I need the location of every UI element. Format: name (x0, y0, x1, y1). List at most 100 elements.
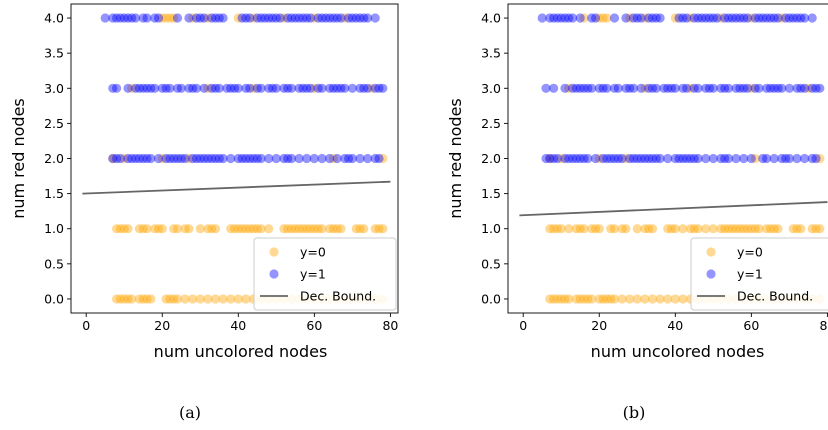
data-point (115, 13, 125, 23)
data-point (332, 224, 342, 234)
data-point (363, 153, 373, 164)
data-point (336, 224, 346, 234)
data-point (712, 13, 722, 23)
data-point (134, 224, 144, 234)
data-point (625, 153, 635, 164)
data-point (750, 224, 760, 234)
data-point (800, 83, 810, 93)
data-point (701, 153, 711, 164)
data-point (241, 153, 251, 164)
data-point (575, 294, 585, 304)
data-point (758, 153, 768, 164)
data-point (294, 13, 304, 23)
panel-b: 0 20 40 60 80 0.0 0.5 1.0 1.5 2.0 2.5 3.0 3.5 4.0 num … (446, 3, 828, 361)
data-point (716, 13, 726, 23)
data-point (180, 224, 190, 234)
data-point (575, 224, 585, 234)
data-point (283, 83, 293, 93)
data-point (210, 83, 221, 93)
data-point (241, 224, 251, 234)
data-point (309, 153, 319, 164)
data-point (359, 224, 369, 234)
data-point (621, 153, 631, 164)
data-point (226, 294, 236, 304)
data-point (568, 153, 578, 164)
data-point (233, 83, 243, 93)
y-tick-label: 3.0 (481, 81, 501, 96)
data-point (788, 224, 798, 234)
data-point (317, 13, 327, 23)
data-point (621, 83, 631, 93)
data-point (613, 83, 623, 93)
data-point (587, 224, 597, 234)
data-point (195, 224, 205, 234)
data-point (332, 13, 342, 23)
data-point (203, 153, 213, 164)
data-point (123, 153, 133, 164)
data-point (708, 83, 718, 93)
panel-a: 0 20 40 60 80 0.0 0.5 1.0 1.5 2.0 2.5 3.0 3.5 4.0 num … (9, 3, 399, 361)
data-point (176, 83, 186, 93)
x-tick-label: 80 (382, 318, 398, 333)
data-point (731, 83, 741, 93)
data-point (347, 153, 357, 164)
data-point (632, 13, 642, 23)
data-point (701, 13, 711, 23)
data-point (796, 13, 806, 23)
data-point (264, 153, 274, 164)
data-point (203, 83, 213, 93)
data-point (636, 153, 646, 164)
data-point (579, 13, 589, 23)
data-point (131, 13, 141, 23)
data-point (210, 153, 221, 164)
data-point (325, 153, 335, 164)
data-point (598, 13, 608, 23)
data-point (226, 83, 236, 93)
data-point (792, 83, 802, 93)
data-point (590, 224, 601, 234)
data-point (655, 13, 665, 23)
data-point (252, 224, 262, 234)
data-point (195, 294, 205, 304)
data-point (180, 294, 190, 304)
data-point (233, 294, 243, 304)
data-point (366, 83, 376, 93)
data-point (325, 83, 335, 93)
data-point (640, 83, 650, 93)
decision-boundary-line (82, 180, 391, 195)
data-point (735, 224, 745, 234)
data-point (317, 224, 327, 234)
data-point (564, 224, 574, 234)
y-tick-label: 0.5 (44, 256, 64, 271)
data-point (150, 83, 160, 93)
data-point (792, 153, 802, 164)
data-point (803, 83, 814, 93)
data-point (788, 13, 798, 23)
data-point (579, 224, 589, 234)
data-point (625, 13, 635, 23)
data-point (370, 83, 380, 93)
data-point (188, 294, 198, 304)
data-point (241, 83, 251, 93)
y-tick-label: 2.5 (481, 116, 501, 131)
data-point (807, 13, 817, 23)
data-point (628, 13, 639, 23)
data-point (545, 13, 555, 23)
data-point (355, 83, 365, 93)
data-point (685, 13, 696, 23)
data-point (233, 13, 243, 23)
data-point (138, 294, 148, 304)
data-point (112, 294, 122, 304)
series-y=1 (537, 13, 825, 164)
data-point (260, 13, 270, 23)
data-point (739, 224, 749, 234)
data-point (701, 224, 711, 234)
data-point (704, 83, 715, 93)
data-point (640, 13, 650, 23)
data-point (161, 294, 171, 304)
data-point (617, 153, 627, 164)
data-point (283, 153, 293, 164)
data-point (609, 83, 620, 93)
data-point (807, 83, 817, 93)
data-point (609, 13, 620, 23)
